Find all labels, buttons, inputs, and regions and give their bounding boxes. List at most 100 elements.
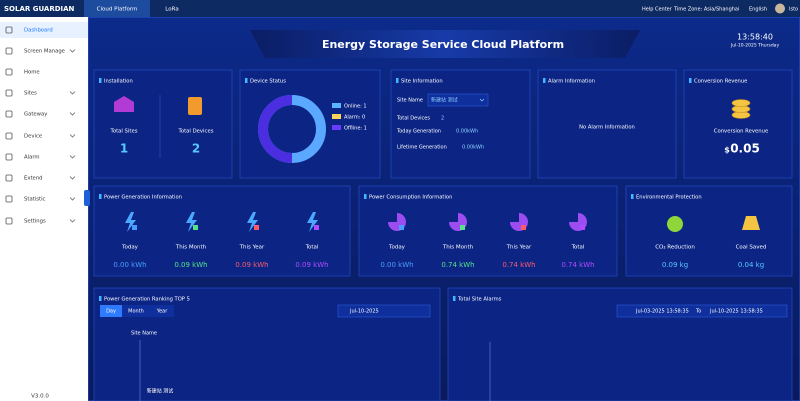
panel-title-icon [453, 296, 456, 301]
period-tab[interactable] [122, 305, 150, 317]
stat-label: Total Devices [178, 129, 214, 135]
help-center[interactable]: Help Center [642, 7, 673, 13]
icon-badge [193, 225, 198, 230]
tab[interactable]: Cloud Platform [97, 7, 138, 13]
legend-swatch [332, 125, 341, 130]
stat-value: 1 [120, 142, 128, 156]
language[interactable]: English [749, 7, 767, 13]
status-ring-part [258, 95, 293, 163]
field-label: Today Generation [396, 129, 441, 135]
range-separator: To [695, 309, 701, 315]
menu-icon [5, 89, 13, 97]
panel-title: Device Status [250, 79, 286, 85]
revenue-currency: $ [724, 146, 730, 155]
sidebar [0, 17, 88, 401]
menu-item[interactable]: Screen Manage [24, 49, 65, 55]
panel-title: Environmental Protection [636, 195, 702, 201]
menu-item[interactable]: Home [24, 70, 40, 76]
period-tab-label[interactable]: Day [106, 309, 116, 315]
menu-icon [5, 26, 13, 34]
menu-chevron [69, 219, 76, 223]
panel-title-icon [396, 78, 399, 83]
date-picker-value[interactable]: Jul-10-2025 [349, 309, 379, 315]
axis-label: Site Name [131, 331, 157, 337]
icon-sites [114, 96, 134, 112]
menu-item[interactable]: Gateway [24, 112, 47, 118]
menu-item[interactable]: Alarm [24, 155, 40, 161]
menu-item[interactable]: Statistic [24, 197, 46, 203]
icon-devices [188, 97, 202, 115]
period-tab-label[interactable]: Month [128, 309, 144, 315]
panel [625, 185, 793, 277]
menu-icon [5, 153, 13, 161]
period-tab[interactable] [150, 305, 174, 317]
field-label: Site Name [397, 98, 423, 104]
panel [390, 69, 531, 179]
date-range[interactable] [616, 304, 788, 318]
period-tab-label[interactable]: Year [156, 309, 169, 315]
icon-badge [399, 225, 404, 230]
metric-label: This Month [442, 245, 474, 251]
metric-label: Total [571, 245, 585, 251]
time-zone[interactable]: Time Zone: Asia/Shanghai [673, 7, 739, 13]
tab[interactable]: LoRa [165, 7, 178, 13]
menu-icon [5, 195, 13, 203]
panel-title-icon [631, 194, 634, 199]
metric-value: 0.74 kWh [441, 261, 474, 269]
panel-title: Power Generation Information [104, 195, 182, 201]
menu-chevron [69, 176, 76, 180]
period-tab[interactable] [100, 305, 122, 317]
metric-value: 0.04 kg [738, 261, 764, 269]
range-start[interactable]: Jul-03-2025 13:58:35 [635, 309, 689, 315]
icon-badge [314, 225, 319, 230]
metric-value: 0.00 kWh [380, 261, 413, 269]
select-chevron [479, 98, 485, 102]
icon-coins [731, 99, 751, 107]
menu-item[interactable]: Extend [24, 176, 43, 182]
menu-icon [5, 217, 13, 225]
metric-label: This Year [506, 245, 532, 251]
icon-badge [254, 225, 259, 230]
panel-title: Power Consumption Information [369, 195, 452, 201]
collapse-tab[interactable] [84, 190, 90, 206]
site-select-value[interactable]: 新建站 测试 [431, 97, 458, 104]
panel-title-icon [689, 78, 692, 83]
legend-swatch [332, 114, 341, 119]
metric-value: 0.09 kg [662, 261, 688, 269]
icon-energy [186, 212, 197, 232]
icon-energy [125, 212, 136, 232]
legend-swatch [332, 103, 341, 108]
panel-title-icon [99, 78, 102, 83]
menu-item[interactable]: Dashboard [24, 28, 53, 34]
panel-title: Installation [104, 79, 133, 85]
metric-label: Today [121, 245, 139, 251]
metric-label: CO₂ Reduction [655, 245, 695, 251]
avatar[interactable] [775, 3, 785, 14]
panel-title-icon [245, 78, 248, 83]
icon-badge [521, 225, 526, 230]
panel [537, 69, 677, 179]
sidebar-active[interactable] [0, 22, 88, 38]
stat-value: 2 [192, 142, 200, 156]
icon-energy [307, 212, 318, 232]
site-label: 新建站 测试 [147, 388, 174, 395]
field-value: 2 [441, 116, 444, 122]
menu-chevron [69, 91, 76, 95]
date-picker[interactable] [337, 304, 431, 318]
revenue-label: Conversion Revenue [714, 129, 768, 135]
metric-value: 0.09 kWh [174, 261, 207, 269]
panel-title: Site Information [401, 79, 443, 85]
menu-chevron [69, 197, 76, 201]
range-end[interactable]: Jul-10-2025 13:58:35 [709, 309, 763, 315]
user-name[interactable]: Isto [789, 7, 798, 13]
menu-chevron [69, 112, 76, 116]
menu-item[interactable]: Device [24, 134, 42, 140]
menu-item[interactable]: Settings [24, 219, 46, 225]
panel-title-icon [99, 296, 102, 301]
panel-title-icon [364, 194, 367, 199]
panel-title-icon [543, 78, 546, 83]
menu-item[interactable]: Sites [24, 91, 37, 97]
active-tab-bg[interactable] [84, 0, 150, 17]
site-select[interactable] [427, 93, 489, 107]
